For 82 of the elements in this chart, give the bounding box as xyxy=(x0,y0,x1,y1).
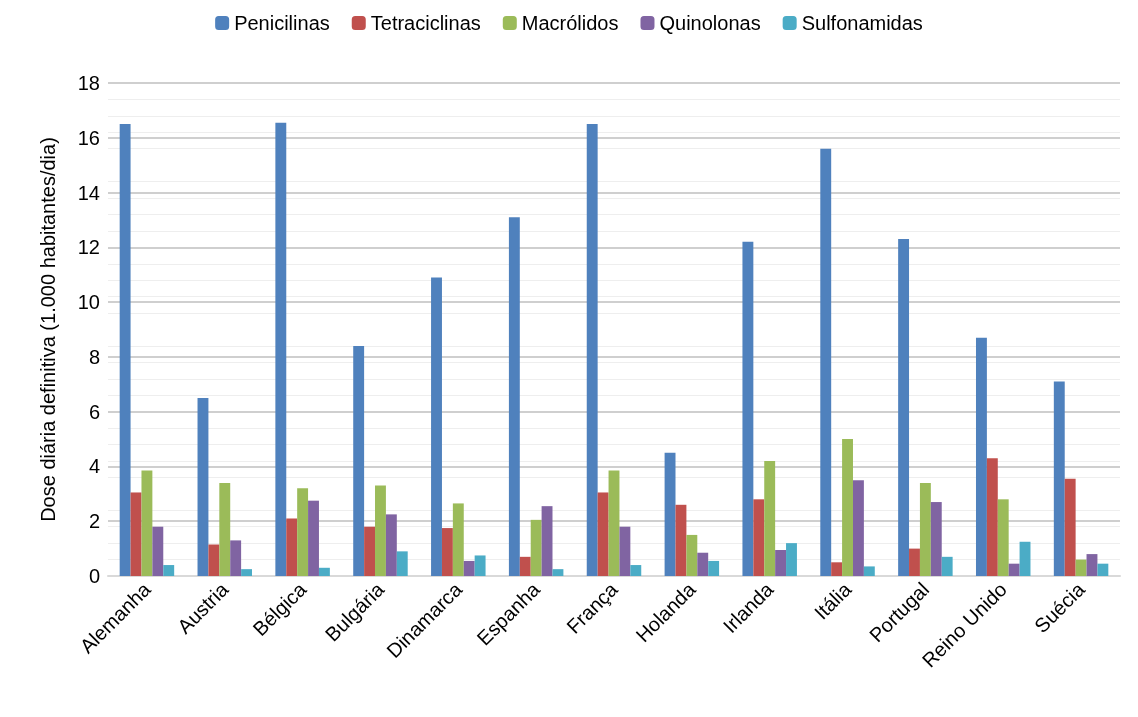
bar xyxy=(831,562,843,576)
bar xyxy=(997,499,1009,576)
bar xyxy=(697,552,709,576)
bar xyxy=(753,499,765,576)
y-tick-label: 14 xyxy=(77,181,100,204)
bar xyxy=(898,239,910,576)
bar xyxy=(597,492,609,576)
bar xyxy=(786,543,797,576)
y-tick-label: 8 xyxy=(88,345,100,368)
bar xyxy=(396,551,408,576)
x-tick-label: Itália xyxy=(809,577,856,624)
bar xyxy=(975,337,987,576)
bar xyxy=(1097,563,1109,576)
bar xyxy=(474,555,486,576)
bar xyxy=(508,217,520,576)
bar xyxy=(608,470,620,576)
y-tick-label: 10 xyxy=(77,291,100,314)
y-tick-label: 0 xyxy=(88,565,100,587)
legend-label: Penicilinas xyxy=(234,12,330,34)
bar xyxy=(530,519,542,576)
bar xyxy=(385,514,397,576)
bar xyxy=(1075,559,1087,576)
y-tick-label: 6 xyxy=(88,400,100,423)
y-tick-label: 2 xyxy=(88,510,100,533)
bar xyxy=(1019,541,1031,576)
bar xyxy=(619,526,631,576)
legend-label: Macrólidos xyxy=(521,12,619,34)
legend-label: Tetraciclinas xyxy=(370,12,481,34)
bar xyxy=(586,124,598,576)
bar xyxy=(431,277,442,576)
bar xyxy=(286,518,298,576)
bar xyxy=(842,439,853,576)
bar xyxy=(941,556,953,576)
bar xyxy=(708,560,720,576)
bar xyxy=(986,458,998,576)
bar xyxy=(275,122,287,576)
bar xyxy=(664,452,676,576)
y-tick-label: 18 xyxy=(77,72,100,94)
bar xyxy=(1064,478,1076,576)
legend-label: Sulfonamidas xyxy=(801,12,923,34)
y-tick-label: 12 xyxy=(77,236,100,259)
bar xyxy=(775,549,787,576)
bar xyxy=(441,528,453,576)
bar xyxy=(452,503,464,576)
bar xyxy=(930,502,942,576)
bar xyxy=(364,526,376,576)
y-tick-label: 4 xyxy=(88,455,100,478)
bar xyxy=(119,124,131,576)
bar xyxy=(1086,554,1098,576)
bar xyxy=(219,482,231,576)
bar xyxy=(820,148,832,576)
bar xyxy=(852,480,864,576)
bar xyxy=(675,504,687,576)
bar xyxy=(909,548,920,576)
bar xyxy=(541,506,553,576)
bar xyxy=(197,397,209,576)
bar xyxy=(141,470,153,576)
bar xyxy=(764,460,776,576)
bar xyxy=(308,500,319,576)
bar xyxy=(519,556,531,576)
bar xyxy=(208,544,220,576)
y-tick-label: 16 xyxy=(77,126,100,149)
bar xyxy=(230,540,242,576)
bar xyxy=(152,526,164,576)
bar xyxy=(919,482,931,576)
bar xyxy=(742,241,754,576)
bar xyxy=(163,565,175,576)
bar xyxy=(375,485,386,576)
bar xyxy=(463,560,475,576)
bar xyxy=(630,565,642,576)
y-axis-title: Dose diária definitiva (1.000 habitantes/dia) xyxy=(37,137,59,522)
bar xyxy=(1008,563,1020,576)
bar xyxy=(686,534,698,576)
bar xyxy=(552,569,564,576)
bar xyxy=(863,566,875,576)
bar xyxy=(353,345,365,576)
bar xyxy=(297,488,309,576)
bar xyxy=(130,492,142,576)
bar xyxy=(241,569,253,576)
legend-label: Quinolonas xyxy=(659,12,761,34)
bar xyxy=(318,567,330,576)
bar xyxy=(1053,381,1065,576)
